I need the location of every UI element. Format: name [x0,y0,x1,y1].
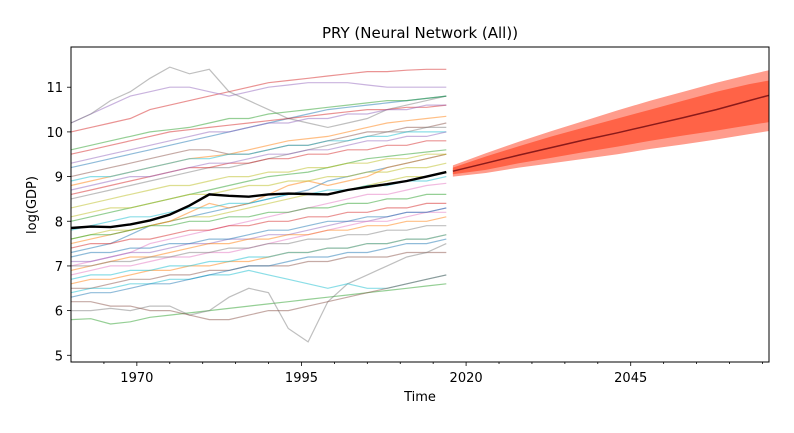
peer-series-line-25 [70,140,447,195]
peer-series-line-5 [70,82,447,124]
peer-series-line-26 [70,104,447,164]
x-tick-label: 1970 [120,371,153,386]
y-tick-label: 8 [55,215,63,230]
peer-series-line-36 [70,234,447,280]
peer-series-line-8 [70,66,447,129]
y-tick-label: 11 [46,81,63,96]
history-series-line [70,170,447,230]
peer-series-line-23 [70,216,447,271]
peer-series-line-11 [70,269,447,294]
peer-series-line-22 [70,238,447,298]
peer-series-line-29 [70,131,447,182]
peer-series-line-30 [70,207,447,258]
peer-series-line-20 [70,153,447,209]
peer-series-line-16 [71,207,447,263]
x-tick-label: 2020 [450,371,483,386]
x-axis: 1970 1995 2020 2045 [103,362,763,386]
forecast-median-line [452,94,770,172]
y-axis: 5 6 7 8 9 10 11 [46,81,71,364]
peer-series-line-3 [70,283,447,325]
y-tick-label: 10 [46,126,63,141]
axes-frame [70,46,770,363]
y-tick-label: 9 [55,171,63,186]
peer-series-line-33 [70,202,447,249]
x-axis-label: Time [403,390,436,405]
peer-series-line-32 [70,95,447,151]
y-tick-label: 7 [55,260,63,275]
peer-series-line-28 [70,162,447,218]
peer-series-line-35 [70,131,447,191]
peer-series-line-15 [70,104,447,155]
y-axis-label: log(GDP) [25,176,40,234]
x-tick-label: 1995 [285,371,318,386]
peer-series-line-24 [70,193,447,240]
plot-area [70,66,770,343]
peer-series-line-27 [71,274,447,321]
peer-series-line-9 [71,243,447,343]
x-tick-label: 2045 [614,371,647,386]
y-tick-label: 6 [55,305,63,320]
peer-series-line-34 [71,225,447,267]
y-tick-label: 5 [55,349,63,364]
peer-series-line-4 [70,68,447,133]
peer-series-line-7 [70,182,447,267]
chart-title: PRY (Neural Network (All)) [322,24,518,42]
forecast-inner-band [452,80,769,175]
